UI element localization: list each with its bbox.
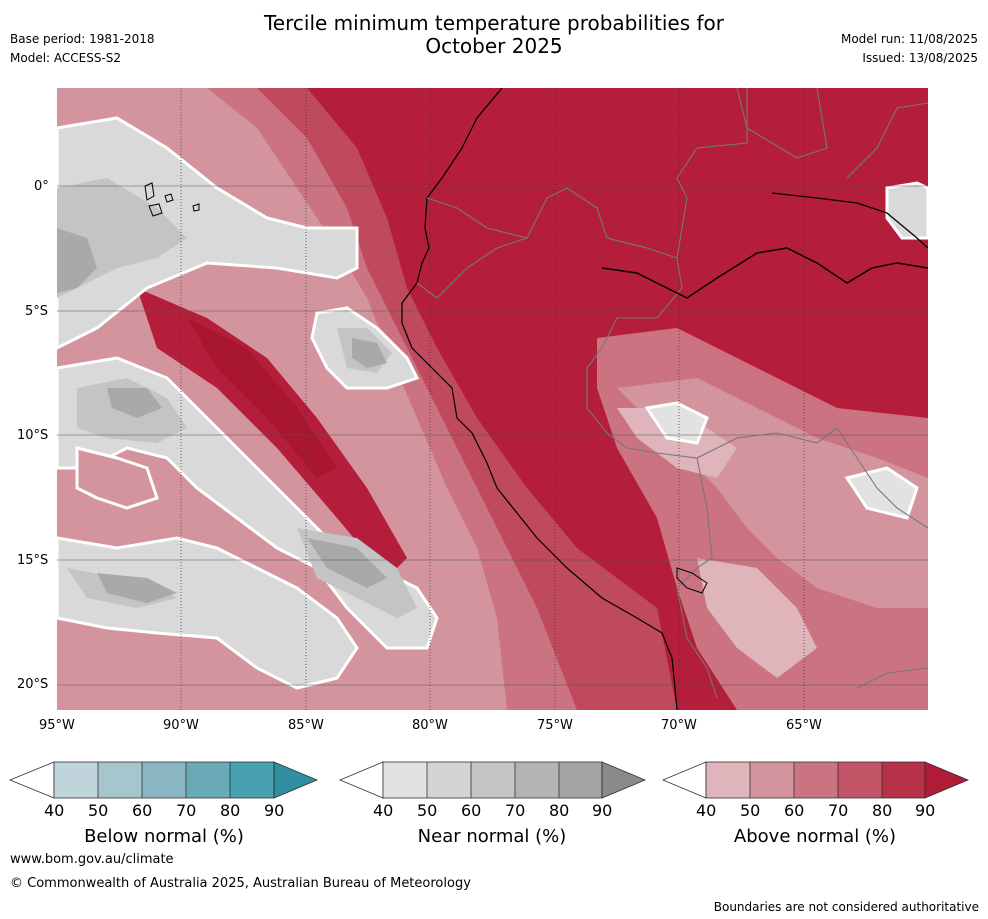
lon-label-70w: 70°W (661, 718, 697, 733)
offshore-core (187, 318, 337, 478)
land-band-40 (617, 408, 737, 478)
cb-near-tick-90: 90 (592, 801, 613, 820)
land-near-normal (644, 401, 709, 445)
cb-above-tick-90: 90 (915, 801, 936, 820)
cb-near-tick-80: 80 (549, 801, 570, 820)
lake-titicaca (676, 567, 708, 594)
cb-above-label: Above normal (%) (733, 826, 897, 847)
near-normal-nw (57, 116, 359, 350)
near-normal-ne (885, 181, 928, 240)
cb-below-tick-80: 80 (220, 801, 241, 820)
cb-above-tick-80: 80 (872, 801, 893, 820)
lon-label-90w: 90°W (163, 718, 199, 733)
river-amazon (601, 247, 928, 299)
cb-near-tick-40: 40 (373, 801, 394, 820)
map-canvas (57, 88, 928, 710)
title-line-2: October 2025 (425, 34, 563, 58)
lon-label-95w: 95°W (39, 718, 75, 733)
cb-below-tick-70: 70 (176, 801, 197, 820)
cb-near-tick-70: 70 (505, 801, 526, 820)
lon-label-80w: 80°W (412, 718, 448, 733)
footer-website: www.bom.gov.au/climate (10, 852, 174, 867)
lat-label-20s: 20°S (17, 677, 49, 692)
cb-above-tick-40: 40 (696, 801, 717, 820)
model-label: Model: ACCESS-S2 (10, 51, 122, 65)
cb-below-tick-90: 90 (264, 801, 285, 820)
lat-label-5s: 5°S (25, 304, 49, 319)
river-north (771, 192, 928, 249)
colorbar-above (661, 761, 970, 799)
colorbar-below (8, 761, 319, 799)
cb-near-tick-60: 60 (461, 801, 482, 820)
title-line-1: Tercile minimum temperature probabilitie… (263, 11, 725, 35)
lon-label-85w: 85°W (288, 718, 324, 733)
lat-label-0: 0° (34, 179, 49, 194)
lon-label-65w: 65°W (786, 718, 822, 733)
coastline (401, 88, 678, 710)
cb-above-tick-60: 60 (784, 801, 805, 820)
model-run-label: Model run: 11/08/2025 (840, 32, 978, 46)
lat-label-10s: 10°S (17, 428, 49, 443)
near-normal-west-80 (107, 388, 162, 418)
cb-below-label: Below normal (%) (84, 826, 244, 847)
lat-label-15s: 15°S (17, 553, 49, 568)
cb-below-tick-60: 60 (132, 801, 153, 820)
probability-map (57, 88, 928, 710)
map-title: Tercile minimum temperature probabilitie… (0, 12, 988, 58)
cb-below-tick-40: 40 (44, 801, 65, 820)
galapagos-islands (144, 182, 200, 217)
cb-above-tick-70: 70 (828, 801, 849, 820)
cb-below-tick-50: 50 (88, 801, 109, 820)
base-period-label: Base period: 1981-2018 (10, 32, 155, 46)
cb-near-tick-50: 50 (417, 801, 438, 820)
cb-near-label: Near normal (%) (417, 826, 567, 847)
country-boundaries (416, 88, 928, 699)
footer-disclaimer: Boundaries are not considered authoritat… (713, 900, 979, 914)
colorbars (8, 761, 970, 799)
near-normal-sw-80 (307, 538, 387, 588)
issued-label: Issued: 13/08/2025 (862, 51, 978, 65)
near-normal-nw-80 (57, 228, 97, 293)
near-normal-sw-80b (97, 573, 177, 603)
near-normal-sw (57, 536, 359, 690)
near-normal-offshore-80 (352, 338, 387, 368)
offshore-streak-90 (137, 288, 407, 578)
footer-copyright: © Commonwealth of Australia 2025, Austra… (10, 876, 471, 891)
cb-above-tick-50: 50 (740, 801, 761, 820)
colorbar-near (338, 761, 647, 799)
above-normal-patch-w (75, 446, 159, 510)
land-band-40-s (697, 558, 817, 678)
lon-label-75w: 75°W (537, 718, 573, 733)
